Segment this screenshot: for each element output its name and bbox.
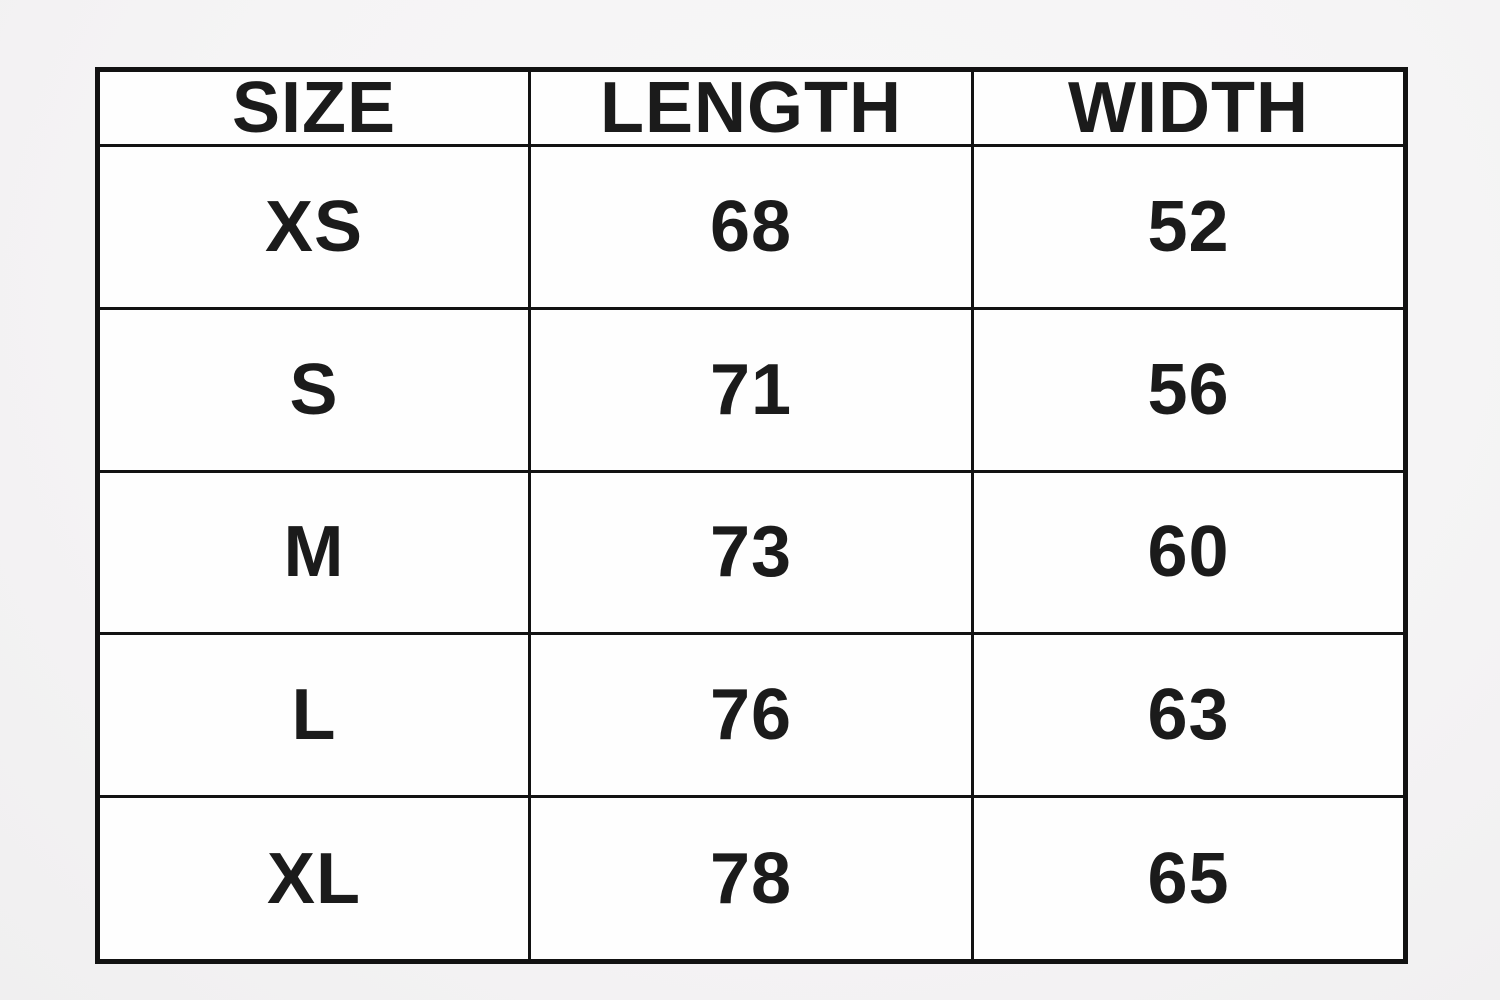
cell-length: 76	[528, 632, 974, 799]
cell-width: 56	[971, 306, 1407, 473]
cell-width: 52	[971, 144, 1407, 310]
cell-length: 78	[528, 795, 974, 963]
header-cell-width: WIDTH	[971, 68, 1407, 147]
header-cell-size: SIZE	[96, 68, 531, 147]
cell-length: 68	[528, 144, 974, 310]
cell-length: 71	[528, 306, 974, 473]
cell-size: L	[96, 632, 531, 799]
table-row: L 76 63	[96, 632, 1407, 799]
cell-width: 63	[971, 632, 1407, 799]
cell-size: M	[96, 469, 531, 636]
header-row: SIZE LENGTH WIDTH	[96, 68, 1407, 147]
table-row: S 71 56	[96, 306, 1407, 473]
cell-width: 65	[971, 795, 1407, 963]
cell-length: 73	[528, 469, 974, 636]
table-row: XS 68 52	[96, 144, 1407, 310]
cell-width: 60	[971, 469, 1407, 636]
header-cell-length: LENGTH	[528, 68, 974, 147]
cell-size: S	[96, 306, 531, 473]
size-chart-table: SIZE LENGTH WIDTH XS 68 52 S 71 56 M 73 …	[95, 67, 1408, 964]
table-row: XL 78 65	[96, 795, 1407, 963]
table-row: M 73 60	[96, 469, 1407, 636]
cell-size: XL	[96, 795, 531, 963]
cell-size: XS	[96, 144, 531, 310]
